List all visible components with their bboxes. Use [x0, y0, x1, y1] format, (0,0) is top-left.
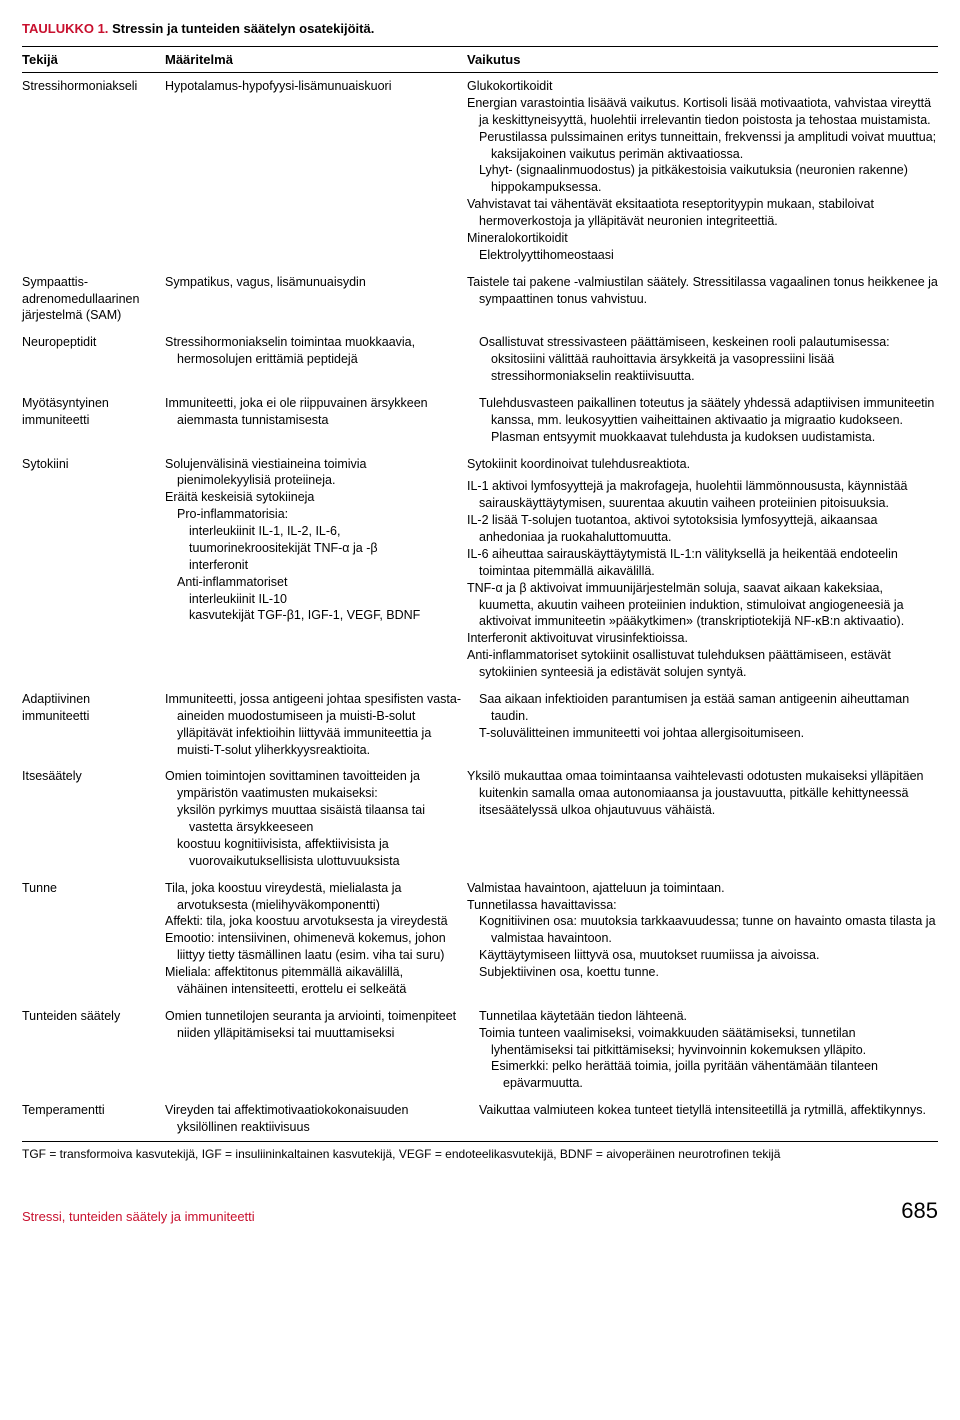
text-line: Lyhyt- (signaalinmuodostus) ja pitkäkest…: [467, 162, 938, 196]
table-row: Temperamentti Vireyden tai affektimotiva…: [22, 1097, 938, 1142]
cell-tekija: Itsesäätely: [22, 768, 165, 869]
text-line: Mineralokortikoidit: [467, 230, 938, 247]
caption-number: TAULUKKO 1.: [22, 21, 108, 36]
text-line: interleukiinit IL-10: [165, 591, 455, 608]
text-line: IL-6 aiheuttaa sairauskäyttäytymistä IL-…: [467, 546, 938, 580]
cell-maaritelma: Immuniteetti, joka ei ole riippuvainen ä…: [165, 395, 479, 446]
text-line: Energian varastointia lisäävä vaikutus. …: [467, 95, 938, 129]
text-line: T-soluvälitteinen immuniteetti voi johta…: [479, 725, 938, 742]
cell-maaritelma: Omien tunnetilojen seuranta ja arviointi…: [165, 1008, 479, 1092]
running-title: Stressi, tunteiden säätely ja immuniteet…: [22, 1208, 255, 1226]
text-line: yksilön pyrkimys muuttaa sisäistä tilaan…: [165, 802, 455, 836]
text-line: Perustilassa pulssimainen eritys tunneit…: [467, 129, 938, 163]
table-row: Adaptiivinen immuniteetti Immuniteetti, …: [22, 686, 938, 764]
table-row: Stressihormoniakseli Hypotalamus-hypofyy…: [22, 73, 938, 269]
text-line: Sytokiinit koordinoivat tulehdusreaktiot…: [467, 456, 938, 473]
table-caption: TAULUKKO 1. Stressin ja tunteiden säätel…: [22, 20, 938, 38]
text-line: TNF-α ja β aktivoivat immuunijärjestelmä…: [467, 580, 938, 631]
cell-tekija: Sytokiini: [22, 456, 165, 681]
header-maaritelma: Määritelmä: [165, 51, 467, 69]
cell-vaikutus: Taistele tai pakene -valmiustilan säätel…: [467, 274, 938, 325]
caption-text: Stressin ja tunteiden säätelyn osatekijö…: [112, 21, 374, 36]
cell-vaikutus: Tunnetilaa käytetään tiedon lähteenä. To…: [479, 1008, 938, 1092]
text-line: Vahvistavat tai vähentävät eksitaatiota …: [467, 196, 938, 230]
text-line: Toimia tunteen vaalimiseksi, voimakkuude…: [479, 1025, 938, 1059]
text-line: Emootio: intensiivinen, ohimenevä kokemu…: [165, 930, 455, 964]
cell-vaikutus: Sytokiinit koordinoivat tulehdusreaktiot…: [467, 456, 938, 681]
text-line: tuumorinekroositekijät TNF-α ja -β: [165, 540, 455, 557]
cell-maaritelma: Hypotalamus-hypofyysi-lisämunuaiskuori: [165, 78, 467, 264]
table-row: Myötäsyntyinen immuniteetti Immuniteetti…: [22, 390, 938, 451]
page-number: 685: [901, 1196, 938, 1226]
cell-vaikutus: Glukokortikoidit Energian varastointia l…: [467, 78, 938, 264]
text-line: interferonit: [165, 557, 455, 574]
text-line: IL-1 aktivoi lymfosyyttejä ja makrofagej…: [467, 478, 938, 512]
text-line: Mieliala: affektitonus pitemmällä aikavä…: [165, 964, 455, 998]
text-line: Affekti: tila, joka koostuu arvotuksesta…: [165, 913, 455, 930]
cell-maaritelma: Stressihormoniakselin toimintaa muokkaav…: [165, 334, 479, 385]
cell-maaritelma: Tila, joka koostuu vireydestä, mielialas…: [165, 880, 467, 998]
table-row: Neuropeptidit Stressihormoniakselin toim…: [22, 329, 938, 390]
text-line: koostuu kognitiivisista, affektiivisista…: [165, 836, 455, 870]
table-header-row: Tekijä Määritelmä Vaikutus: [22, 46, 938, 74]
cell-tekija: Sympaattis-adrenomedullaarinen järjestel…: [22, 274, 165, 325]
table-row: Sytokiini Solujenvälisinä viestiaineina …: [22, 451, 938, 686]
cell-maaritelma: Immuniteetti, jossa antigeeni johtaa spe…: [165, 691, 479, 759]
text-line: Pro-inflammatorisia:: [165, 506, 455, 523]
text-line: Anti-inflammatoriset sytokiinit osallist…: [467, 647, 938, 681]
text-line: Omien toimintojen sovittaminen tavoittei…: [165, 768, 455, 802]
cell-tekija: Myötäsyntyinen immuniteetti: [22, 395, 165, 446]
cell-tekija: Temperamentti: [22, 1102, 165, 1136]
text-line: Tunnetilassa havaittavissa:: [467, 897, 938, 914]
cell-vaikutus: Vaikuttaa valmiuteen kokea tunteet tiety…: [479, 1102, 938, 1136]
cell-vaikutus: Saa aikaan infektioiden parantumisen ja …: [479, 691, 938, 759]
text-line: Solujenvälisinä viestiaineina toimivia p…: [165, 456, 455, 490]
cell-tekija: Tunteiden säätely: [22, 1008, 165, 1092]
text-line: IL-2 lisää T-solujen tuotantoa, aktivoi …: [467, 512, 938, 546]
cell-vaikutus: Valmistaa havaintoon, ajatteluun ja toim…: [467, 880, 938, 998]
cell-vaikutus: Yksilö mukauttaa omaa toimintaansa vaiht…: [467, 768, 938, 869]
cell-maaritelma: Solujenvälisinä viestiaineina toimivia p…: [165, 456, 467, 681]
table-row: Sympaattis-adrenomedullaarinen järjestel…: [22, 269, 938, 330]
cell-tekija: Adaptiivinen immuniteetti: [22, 691, 165, 759]
text-line: Käyttäytymiseen liittyvä osa, muutokset …: [467, 947, 938, 964]
cell-tekija: Neuropeptidit: [22, 334, 165, 385]
header-vaikutus: Vaikutus: [467, 51, 938, 69]
page-footer: Stressi, tunteiden säätely ja immuniteet…: [22, 1196, 938, 1226]
text-line: interleukiinit IL-1, IL-2, IL-6,: [165, 523, 455, 540]
text-line: Tila, joka koostuu vireydestä, mielialas…: [165, 880, 455, 914]
cell-tekija: Stressihormoniakseli: [22, 78, 165, 264]
text-line: kasvutekijät TGF-β1, IGF-1, VEGF, BDNF: [165, 607, 455, 624]
text-line: Tunnetilaa käytetään tiedon lähteenä.: [479, 1008, 938, 1025]
table-row: Tunteiden säätely Omien tunnetilojen seu…: [22, 1003, 938, 1097]
text-line: Esimerkki: pelko herättää toimia, joilla…: [479, 1058, 938, 1092]
cell-maaritelma: Omien toimintojen sovittaminen tavoittei…: [165, 768, 467, 869]
text-line: Subjektiivinen osa, koettu tunne.: [467, 964, 938, 981]
text-line: Kognitiivinen osa: muutoksia tarkkaavuud…: [467, 913, 938, 947]
text-line: Glukokortikoidit: [467, 78, 938, 95]
table-row: Tunne Tila, joka koostuu vireydestä, mie…: [22, 875, 938, 1003]
header-tekija: Tekijä: [22, 51, 165, 69]
text-line: Interferonit aktivoituvat virusinfektioi…: [467, 630, 938, 647]
table-footnote: TGF = transformoiva kasvutekijä, IGF = i…: [22, 1142, 938, 1162]
text-line: Anti-inflammatoriset: [165, 574, 455, 591]
cell-vaikutus: Tulehdusvasteen paikallinen toteutus ja …: [479, 395, 938, 446]
text-line: Elektrolyyttihomeostaasi: [467, 247, 938, 264]
cell-maaritelma: Vireyden tai affektimotivaatiokokonaisuu…: [165, 1102, 479, 1136]
text-line: Saa aikaan infektioiden parantumisen ja …: [479, 691, 938, 725]
text-line: Valmistaa havaintoon, ajatteluun ja toim…: [467, 880, 938, 897]
table-row: Itsesäätely Omien toimintojen sovittamin…: [22, 763, 938, 874]
cell-tekija: Tunne: [22, 880, 165, 998]
cell-maaritelma: Sympatikus, vagus, lisämunuaisydin: [165, 274, 467, 325]
text-line: Eräitä keskeisiä sytokiineja: [165, 489, 455, 506]
cell-vaikutus: Osallistuvat stressivasteen päättämiseen…: [479, 334, 938, 385]
